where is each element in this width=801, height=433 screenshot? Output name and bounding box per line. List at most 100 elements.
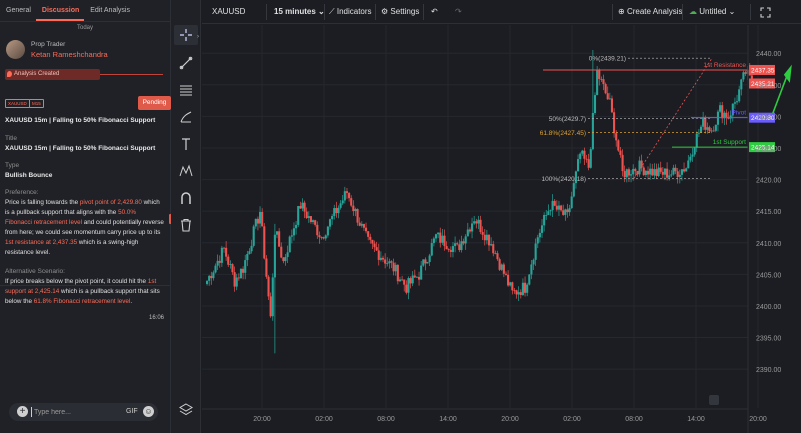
candle-body — [398, 279, 402, 282]
message-input[interactable] — [34, 406, 119, 418]
candle-body — [640, 160, 643, 168]
gear-icon: ⚙ — [381, 7, 389, 16]
magnet-tool-icon[interactable] — [174, 188, 198, 208]
candle-body — [615, 133, 618, 141]
preference-label: Preference: — [5, 189, 39, 196]
settings-label: Settings — [390, 7, 420, 16]
author-role: Prop Trader — [31, 40, 66, 48]
emoji-icon[interactable]: ☺ — [143, 406, 154, 417]
candle-body — [214, 265, 217, 273]
trend-line-tool-icon[interactable] — [174, 53, 198, 73]
candle-body — [413, 275, 416, 278]
candle-body — [318, 235, 321, 238]
pattern-tool-icon[interactable] — [174, 161, 198, 181]
settings-button[interactable]: ⚙ Settings — [381, 7, 419, 16]
candle-body — [712, 130, 715, 132]
current-price-tag — [749, 78, 775, 89]
candle-body — [392, 262, 395, 272]
candle-body — [252, 226, 255, 246]
create-analysis-button[interactable]: ⊕ Create Analysis — [618, 7, 683, 16]
candle-body — [697, 132, 700, 134]
candle-body — [314, 220, 317, 225]
expand-arrow-icon[interactable]: › — [197, 34, 199, 40]
candle-body — [411, 275, 414, 284]
candle-body — [299, 206, 302, 209]
chart-canvas[interactable]: 0%(2439.21) 50%(2429.7) 61.8%(2427.45) 100%… — [202, 25, 801, 433]
candle-body — [740, 79, 743, 90]
candle-body — [517, 292, 520, 295]
candle-body — [471, 223, 474, 232]
candle-body — [716, 111, 720, 125]
price-chart[interactable]: 0%(2439.21) 50%(2429.7) 61.8%(2427.45) 100%… — [202, 25, 801, 433]
trash-icon[interactable] — [174, 215, 198, 235]
candle-body — [515, 290, 518, 295]
indicators-button[interactable]: ⟋ Indicators — [329, 7, 372, 17]
candle-body — [663, 168, 667, 175]
add-attachment-icon[interactable]: + — [17, 406, 28, 417]
layout-selector[interactable]: ☁ Untitled ⌄ — [689, 7, 735, 16]
candle-body — [483, 234, 486, 241]
candle-body — [369, 236, 372, 240]
candle-body — [674, 167, 677, 172]
candle-body — [496, 253, 499, 260]
candle-body — [350, 198, 353, 206]
interval-selector[interactable]: 15 minutes ⌄ — [274, 7, 325, 16]
candle-body — [206, 280, 209, 284]
candle-body — [269, 296, 272, 317]
candle-body — [371, 239, 374, 244]
candle-body — [322, 237, 325, 239]
fullscreen-icon[interactable] — [760, 7, 771, 20]
candle-body — [320, 237, 323, 238]
candle-body — [381, 257, 385, 260]
analysis-created-banner: Analysis Created — [5, 69, 163, 80]
candle-body — [621, 154, 624, 172]
time-tick-label: 08:00 — [625, 416, 643, 423]
candle-body — [604, 84, 607, 94]
undo-icon[interactable]: ↶ — [431, 7, 438, 16]
candle-body — [670, 174, 673, 176]
alternative-text-part: which is a pullback support that sits be… — [5, 288, 160, 305]
brush-tool-icon[interactable] — [174, 107, 198, 127]
fib-retracement-tool-icon[interactable] — [174, 80, 198, 100]
alternative-text-part: If price breaks below the pivot point, i… — [5, 278, 148, 285]
candle-body — [367, 231, 370, 237]
crosshair-tool-icon[interactable] — [174, 25, 198, 45]
pending-button[interactable]: Pending — [138, 96, 171, 110]
candle-body — [672, 167, 675, 175]
candle-body — [415, 276, 418, 278]
layers-icon[interactable] — [174, 400, 198, 420]
price-tick-label: 2405.00 — [756, 272, 781, 279]
redo-icon[interactable]: ↷ — [455, 7, 462, 16]
tab-discussion[interactable]: Discussion — [35, 0, 85, 21]
candle-body — [507, 274, 510, 286]
level-price-tag-label: 2437.35 — [751, 67, 775, 74]
candle-body — [358, 222, 361, 226]
candle-body — [437, 232, 440, 235]
candle-body — [683, 169, 686, 172]
candle-body — [373, 243, 376, 248]
candle-body — [661, 171, 664, 175]
avatar[interactable] — [6, 40, 25, 59]
gif-button[interactable]: GIF — [126, 408, 138, 415]
candle-body — [407, 278, 410, 293]
text-tool-icon[interactable] — [174, 134, 198, 154]
candle-body — [494, 253, 497, 254]
tab-edit-analysis[interactable]: Edit Analysis — [90, 7, 130, 14]
candle-body — [316, 224, 319, 236]
tab-general[interactable]: General — [6, 7, 31, 14]
candle-body — [549, 210, 552, 212]
author-name[interactable]: Ketan Rameshchandra — [31, 49, 108, 59]
candle-body — [278, 231, 281, 247]
candle-body — [504, 273, 508, 275]
title-value: XAUUSD 15m | Falling to 50% Fibonacci Su… — [5, 145, 156, 152]
candle-body — [731, 103, 734, 116]
candle-body — [275, 231, 279, 235]
candle-body — [668, 175, 671, 178]
candle-body — [292, 228, 296, 236]
candle-body — [384, 259, 387, 264]
price-tick-label: 2415.00 — [756, 209, 781, 216]
candle-body — [432, 238, 435, 244]
symbol-selector[interactable]: XAUUSD — [212, 7, 246, 16]
fib-level-label: 0%(2439.21) — [589, 56, 626, 63]
candle-body — [593, 95, 597, 113]
